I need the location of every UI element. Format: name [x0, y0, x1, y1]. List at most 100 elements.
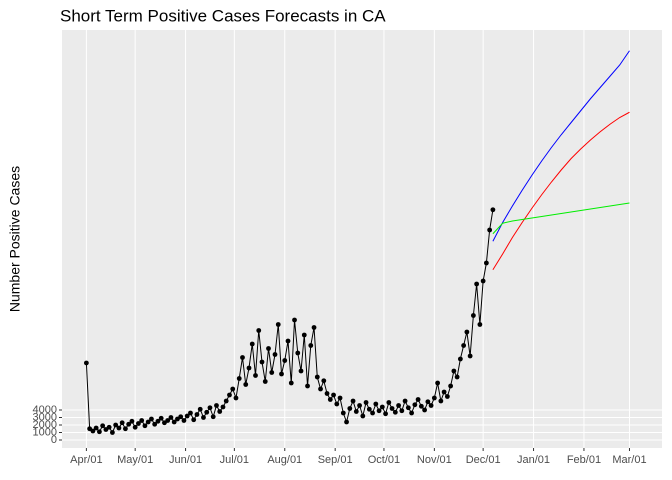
x-tick-label: May/01 — [117, 454, 153, 466]
x-tick-label: Sep/01 — [318, 454, 353, 466]
point — [415, 397, 421, 402]
chart-title: Short Term Positive Cases Forecasts in C… — [60, 6, 386, 25]
point — [181, 418, 187, 423]
point — [470, 313, 476, 318]
series-line — [492, 50, 630, 242]
point — [353, 409, 359, 414]
x-tick-label: Jan/01 — [517, 454, 550, 466]
point — [337, 395, 343, 401]
point — [350, 398, 356, 404]
point — [113, 422, 119, 428]
point — [139, 418, 145, 423]
point — [357, 403, 362, 408]
y-tick-label: 0 — [51, 434, 57, 446]
point — [483, 260, 489, 266]
point — [272, 352, 278, 357]
point — [285, 338, 291, 344]
point — [279, 371, 284, 377]
point — [448, 383, 454, 389]
point — [318, 386, 323, 392]
point — [220, 404, 226, 410]
point — [451, 368, 457, 374]
point — [246, 365, 252, 371]
point — [168, 415, 174, 420]
x-tick-label: Nov/01 — [417, 454, 452, 466]
point — [145, 419, 151, 425]
point — [428, 403, 434, 408]
point — [275, 322, 281, 327]
point — [487, 227, 493, 233]
point — [370, 410, 375, 416]
point — [204, 409, 210, 415]
x-tick-label: Oct/01 — [368, 454, 400, 466]
point — [126, 421, 132, 427]
point — [158, 415, 164, 421]
point — [116, 425, 122, 431]
x-tick-label: Jun/01 — [169, 454, 202, 466]
point — [210, 414, 216, 420]
x-tick-label: Aug/01 — [267, 454, 302, 466]
point — [409, 410, 414, 416]
point — [194, 412, 200, 417]
point — [253, 373, 258, 378]
point — [171, 419, 177, 425]
point — [376, 408, 382, 414]
point — [119, 420, 125, 426]
y-tick-label: 4000 — [33, 404, 57, 416]
point — [366, 406, 372, 412]
point — [363, 400, 369, 405]
point — [178, 414, 184, 420]
point — [93, 425, 99, 431]
point — [155, 418, 161, 424]
point — [422, 407, 428, 413]
y-tick-label: 1000 — [33, 426, 57, 438]
point — [418, 403, 424, 409]
point — [197, 406, 203, 412]
point — [132, 424, 138, 430]
point — [490, 207, 496, 213]
point — [399, 408, 405, 414]
point — [152, 421, 158, 427]
point — [191, 417, 197, 423]
point — [467, 353, 473, 359]
point — [83, 360, 89, 366]
point — [405, 405, 411, 411]
point — [314, 374, 320, 380]
point — [136, 421, 141, 426]
point — [438, 398, 444, 404]
point — [262, 379, 268, 384]
point — [106, 424, 112, 430]
point — [100, 423, 106, 429]
point — [217, 409, 223, 414]
point — [425, 399, 431, 405]
point — [441, 389, 447, 395]
point — [184, 413, 190, 419]
point — [292, 317, 297, 323]
point — [347, 406, 353, 411]
point — [396, 403, 401, 408]
series-line — [492, 202, 630, 235]
point — [90, 428, 96, 434]
point — [327, 397, 333, 402]
series-line — [492, 111, 630, 271]
y-tick-label: 3000 — [33, 411, 57, 423]
point — [223, 398, 229, 404]
point — [331, 392, 336, 398]
y-axis-label: Number Positive Cases — [7, 166, 23, 312]
point — [230, 386, 236, 392]
point — [444, 394, 450, 399]
point — [435, 380, 441, 386]
x-tick-label: Mar/01 — [612, 454, 646, 466]
point — [249, 341, 255, 347]
point — [431, 395, 437, 401]
plot-panel — [62, 30, 662, 448]
point — [402, 398, 408, 404]
point — [305, 383, 310, 389]
point — [464, 329, 470, 335]
point — [201, 415, 206, 420]
point — [360, 413, 366, 419]
point — [123, 426, 128, 432]
point — [288, 380, 294, 386]
x-tick-label: Feb/01 — [567, 454, 601, 466]
